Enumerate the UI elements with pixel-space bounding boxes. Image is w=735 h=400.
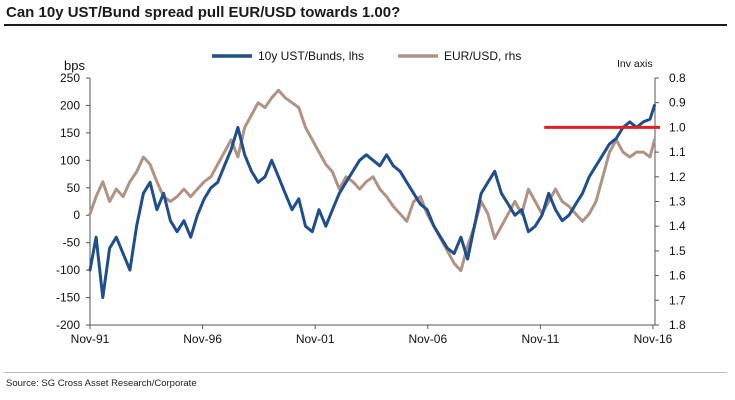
x-tick-label: Nov-96 xyxy=(183,332,222,346)
y2-tick-label: 1.1 xyxy=(669,145,686,159)
y2-tick-label: 1.6 xyxy=(669,269,686,283)
y2-tick-label: 1.8 xyxy=(669,318,686,332)
y2-tick-label: 1.7 xyxy=(669,293,686,307)
y-tick-label: 0 xyxy=(73,208,80,222)
y2-tick-label: 0.8 xyxy=(669,71,686,85)
y2-tick-label: 1.5 xyxy=(669,244,686,258)
y-tick-label: 100 xyxy=(60,153,80,167)
legend-item-eurusd-label: EUR/USD, rhs xyxy=(444,49,521,63)
y-tick-label: -150 xyxy=(56,291,80,305)
series-line-eurusd xyxy=(88,88,656,273)
x-tick-label: Nov-91 xyxy=(71,332,110,346)
y-tick-label: 150 xyxy=(60,126,80,140)
y-tick-label: -100 xyxy=(56,263,80,277)
chart-title: Can 10y UST/Bund spread pull EUR/USD tow… xyxy=(6,4,401,21)
y2-tick-label: 1.0 xyxy=(669,120,686,134)
y-tick-label: 250 xyxy=(60,71,80,85)
series-group xyxy=(88,88,660,300)
y2-tick-label: 1.2 xyxy=(669,170,686,184)
x-tick-label: Nov-06 xyxy=(408,332,447,346)
title-rule xyxy=(4,24,727,26)
x-tick-label: Nov-16 xyxy=(634,332,673,346)
y-axis-label: bps xyxy=(64,58,85,73)
x-tick-label: Nov-01 xyxy=(296,332,335,346)
legend-item-ust-bunds-label: 10y UST/Bunds, lhs xyxy=(258,49,364,63)
source-note: Source: SG Cross Asset Research/Corporat… xyxy=(6,378,197,389)
x-tick-label: Nov-11 xyxy=(521,332,559,346)
y2-tick-label: 1.4 xyxy=(669,219,686,233)
y-tick-label: 50 xyxy=(67,181,81,195)
y-tick-label: -200 xyxy=(56,318,80,332)
series-line-ust-bunds xyxy=(88,103,656,300)
y2-axis-label: Inv axis xyxy=(617,58,653,70)
legend: 10y UST/Bunds, lhs EUR/USD, rhs xyxy=(212,49,521,63)
y-tick-label: -50 xyxy=(63,236,81,250)
y2-tick-label: 1.3 xyxy=(669,195,686,209)
y-tick-label: 200 xyxy=(60,98,80,112)
y2-tick-label: 0.9 xyxy=(669,96,686,110)
source-rule xyxy=(4,372,727,373)
